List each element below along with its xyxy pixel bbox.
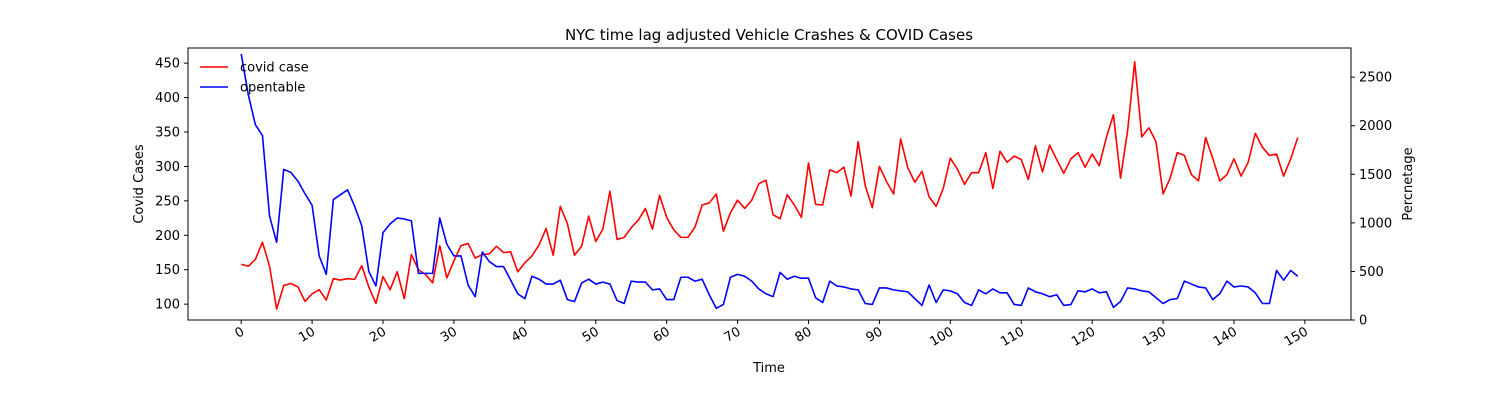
- series-group: [240, 53, 1299, 310]
- x-tick-label: 80: [793, 324, 815, 345]
- y-axis-right: 0 500 1000 1500 2000 2500: [1351, 71, 1392, 329]
- x-tick-label: 100: [927, 324, 956, 349]
- x-tick-label: 110: [998, 324, 1027, 349]
- y-left-tick-label: 100: [155, 298, 180, 313]
- y-right-tick-label: 0: [1359, 314, 1367, 329]
- y-left-tick-label: 150: [155, 263, 180, 278]
- x-tick-label: 140: [1211, 324, 1240, 349]
- x-tick-label: 0: [233, 324, 248, 341]
- chart-title: NYC time lag adjusted Vehicle Crashes & …: [565, 26, 973, 44]
- x-tick-label: 50: [580, 324, 602, 345]
- y-right-tick-label: 1500: [1359, 168, 1392, 183]
- y-left-tick-label: 350: [155, 126, 180, 141]
- x-axis-label: Time: [752, 361, 785, 376]
- plot-frame: [187, 47, 1352, 321]
- x-tick-label: 120: [1069, 324, 1098, 349]
- legend-label: opentable: [240, 81, 305, 96]
- y-right-tick-label: 2500: [1359, 71, 1392, 86]
- legend-label: covid case: [240, 61, 309, 76]
- y-axis-label-left: Covid Cases: [132, 144, 147, 224]
- y-left-tick-label: 400: [155, 91, 180, 106]
- x-tick-label: 90: [864, 324, 886, 345]
- y-left-tick-label: 250: [155, 194, 180, 209]
- y-right-tick-label: 1000: [1359, 216, 1392, 231]
- y-left-tick-label: 300: [155, 160, 180, 175]
- y-right-tick-label: 2000: [1359, 119, 1392, 134]
- x-tick-label: 70: [722, 324, 744, 345]
- x-tick-label: 60: [651, 324, 673, 345]
- y-left-tick-label: 200: [155, 229, 180, 244]
- x-tick-label: 40: [509, 324, 531, 345]
- x-tick-label: 20: [367, 324, 389, 345]
- y-left-tick-label: 450: [155, 57, 180, 72]
- x-tick-label: 30: [438, 324, 460, 345]
- y-right-tick-label: 500: [1359, 265, 1384, 280]
- series-line-covid-case: [240, 60, 1299, 310]
- x-tick-label: 10: [296, 324, 318, 345]
- x-axis: 0 10 20 30 40 50 60 70 80 90 100 110 120 130 140 150: [233, 320, 1311, 350]
- x-tick-label: 150: [1282, 324, 1311, 349]
- y-axis-label-right: Percnetage: [1401, 147, 1416, 220]
- x-tick-label: 130: [1140, 324, 1169, 349]
- y-axis-left: 100 150 200 250 300 350 400 450: [155, 57, 188, 313]
- series-line-opentable: [240, 53, 1299, 310]
- legend: covid case opentable: [200, 61, 309, 96]
